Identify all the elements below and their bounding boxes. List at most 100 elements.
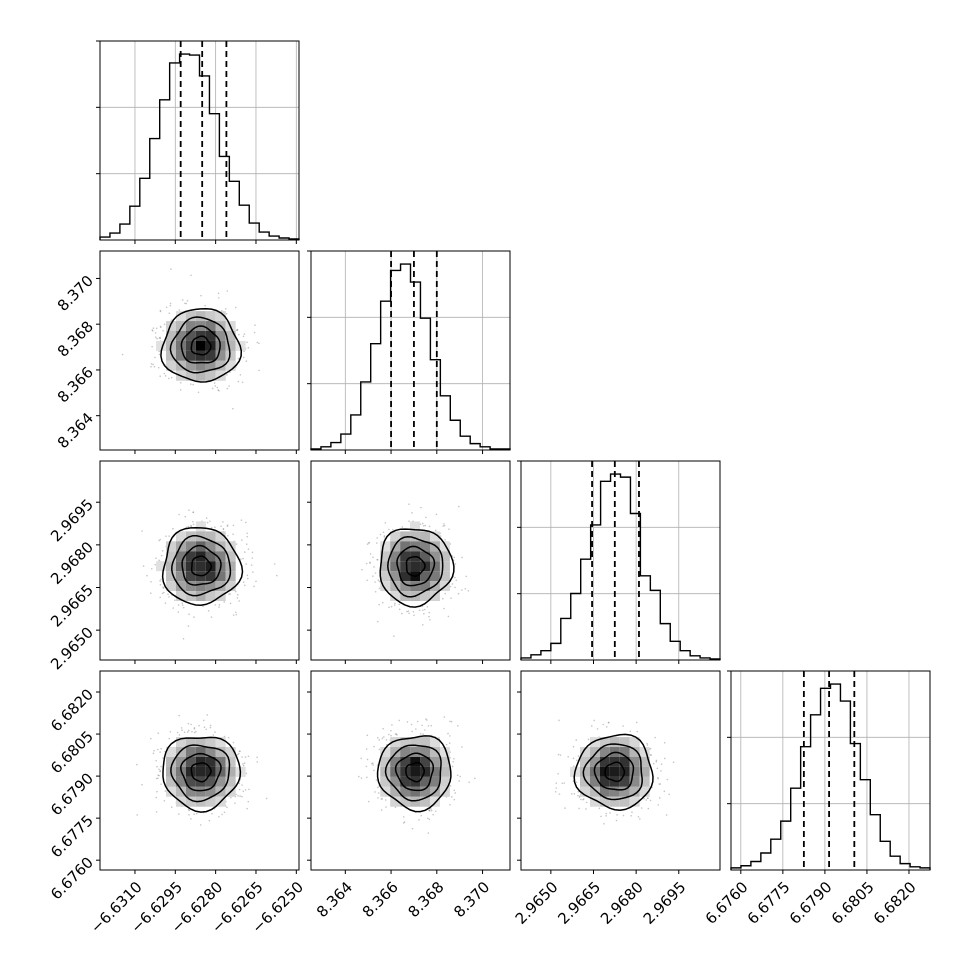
scatter-point [384, 522, 387, 524]
density-cell [390, 591, 401, 602]
scatter-point [155, 327, 158, 330]
scatter-point [458, 780, 461, 782]
scatter-point [398, 719, 401, 722]
scatter-point [142, 565, 145, 567]
scatter-point [209, 726, 212, 729]
density-cell [205, 581, 216, 592]
scatter-point [195, 730, 197, 733]
scatter-point [192, 383, 194, 386]
scatter-point [232, 533, 234, 535]
scatter-point [158, 350, 160, 353]
scatter-point [163, 799, 166, 802]
panel-content [141, 509, 278, 640]
density-cell [400, 561, 411, 572]
scatter-point [158, 539, 160, 542]
density-cell [380, 756, 391, 767]
x-tick-label: 2.9665 [554, 878, 604, 928]
contour-line [180, 325, 221, 364]
density-cell [215, 551, 226, 562]
scatter-point [206, 714, 209, 716]
scatter-point [366, 543, 369, 545]
scatter-point [273, 563, 276, 565]
density-cell [205, 360, 216, 371]
scatter-point [247, 577, 249, 580]
scatter-point [160, 326, 162, 329]
density-cell [420, 786, 430, 797]
scatter-point [155, 811, 158, 813]
density-cell [629, 786, 640, 797]
density-cell [215, 360, 226, 371]
scatter-point [187, 722, 190, 725]
panel-frame [310, 670, 511, 871]
scatter-point [187, 729, 190, 732]
scatter-point [164, 790, 167, 792]
scatter-point [226, 387, 229, 390]
scatter-point [454, 563, 457, 565]
scatter-point [368, 541, 371, 544]
scatter-point [172, 607, 174, 609]
density-cell [609, 766, 620, 777]
histogram-step [730, 683, 931, 870]
scatter-point [159, 538, 161, 541]
density-cell [205, 370, 216, 381]
scatter-point [158, 337, 161, 339]
density-cell [380, 541, 391, 552]
scatter-panel-3-1 [310, 670, 511, 871]
scatter-point [422, 525, 425, 527]
density-cell [175, 756, 186, 767]
density-cell [579, 747, 590, 757]
scatter-point [605, 812, 608, 815]
scatter-point [393, 604, 396, 606]
density-cell [380, 571, 391, 582]
density-cell [195, 747, 206, 757]
scatter-point [198, 724, 200, 727]
density-cell [225, 776, 236, 787]
scatter-point [378, 739, 381, 741]
scatter-point [390, 729, 392, 732]
scatter-point [557, 772, 559, 775]
scatter-point [449, 585, 452, 588]
scatter-point [162, 591, 165, 594]
scatter-point [373, 566, 375, 568]
scatter-point [191, 730, 193, 733]
density-cell [429, 531, 440, 542]
scatter-point [226, 525, 229, 527]
density-cell [166, 331, 176, 341]
density-cell [589, 737, 600, 748]
scatter-point [372, 762, 374, 764]
contour-line [394, 752, 435, 792]
scatter-point [275, 574, 278, 577]
scatter-point [367, 542, 370, 544]
scatter-point [388, 606, 390, 609]
scatter-point [242, 356, 245, 359]
scatter-point [383, 736, 385, 738]
scatter-point [192, 523, 195, 526]
y-tick-label: 8.368 [54, 317, 97, 360]
panel-content [357, 716, 476, 834]
y-tick-label: 8.364 [54, 409, 97, 452]
scatter-point [229, 796, 232, 799]
scatter-point [375, 542, 378, 544]
scatter-point [251, 551, 254, 554]
scatter-point [664, 757, 666, 760]
scatter-point [374, 581, 376, 583]
scatter-point [170, 376, 173, 379]
scatter-point [442, 525, 445, 527]
scatter-point [378, 748, 381, 751]
scatter-point [223, 811, 226, 814]
scatter-point [573, 793, 576, 795]
density-cell [185, 571, 196, 582]
scatter-point [158, 768, 160, 771]
density-cell [215, 581, 226, 592]
density-cell [599, 737, 610, 748]
scatter-point [383, 535, 386, 537]
scatter-point [421, 724, 423, 727]
density-cell [215, 350, 226, 361]
density-cell [185, 370, 196, 381]
scatter-point [408, 520, 410, 523]
scatter-point [241, 539, 243, 541]
scatter-point [246, 532, 248, 535]
density-cell [400, 786, 411, 797]
scatter-point [419, 732, 422, 735]
density-cell [195, 370, 206, 381]
